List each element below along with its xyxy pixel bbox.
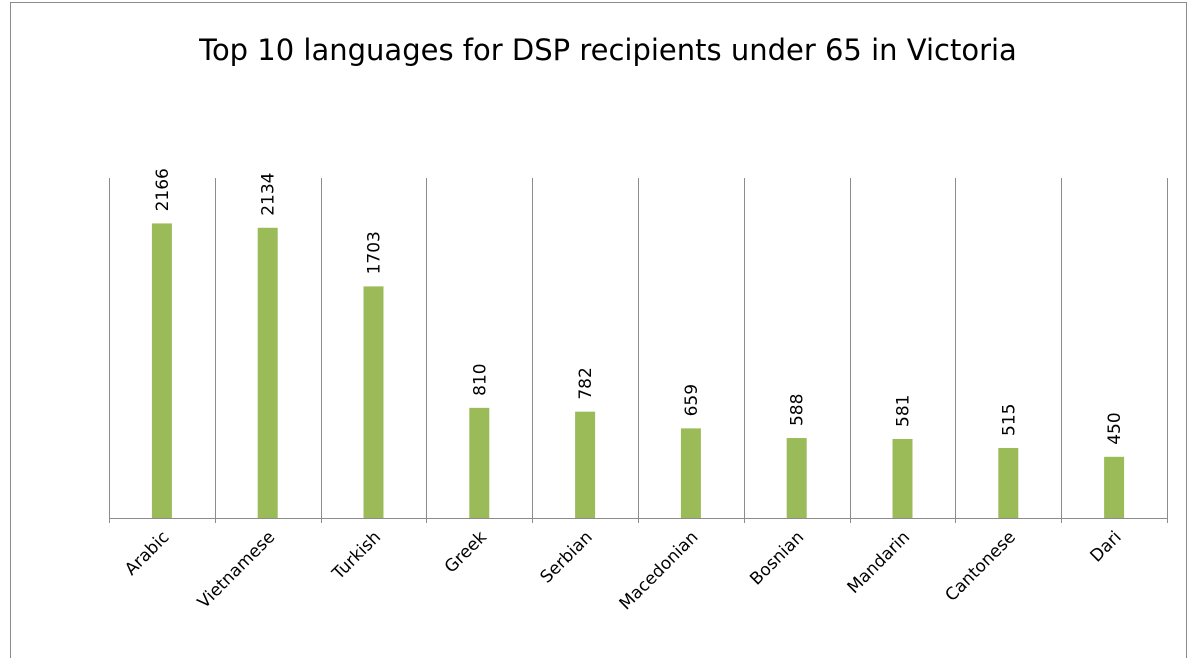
bar	[575, 411, 596, 518]
bar	[1104, 456, 1125, 518]
data-label: 581	[894, 395, 914, 427]
bar	[469, 407, 490, 518]
data-label: 1703	[365, 231, 385, 274]
data-label: 782	[576, 367, 596, 399]
bar	[363, 286, 384, 518]
data-label: 2166	[153, 168, 173, 211]
data-label: 515	[999, 404, 1019, 436]
bar	[680, 428, 701, 518]
chart-border	[10, 2, 1187, 658]
bar	[151, 223, 172, 518]
bar	[998, 447, 1019, 518]
data-label: 810	[470, 363, 490, 395]
data-label: 2134	[259, 173, 279, 216]
bar	[892, 438, 913, 518]
bar	[257, 227, 278, 518]
chart-title: Top 10 languages for DSP recipients unde…	[198, 33, 1017, 67]
data-label: 450	[1105, 412, 1125, 444]
bar	[786, 438, 807, 518]
data-label: 659	[682, 384, 702, 416]
data-label: 588	[788, 394, 808, 426]
